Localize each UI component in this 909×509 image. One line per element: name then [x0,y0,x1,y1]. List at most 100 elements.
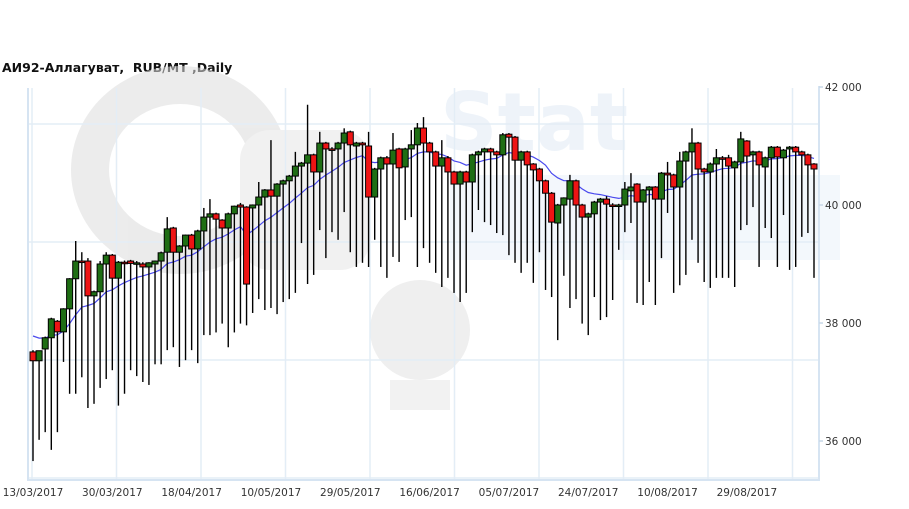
candle [47,317,55,450]
candle-body-up [377,157,385,170]
candle-body-up [304,154,312,164]
candle-body-up [114,261,122,279]
candle [169,226,177,348]
candle [560,197,568,276]
candle [572,179,580,300]
candle-body-up [371,168,379,198]
candle [243,206,251,326]
candle-body-down [212,213,220,220]
candle-body-down [578,204,586,218]
y-tick-label: 38 000 [825,318,862,330]
candle [615,203,623,250]
candle-body-up [712,157,720,165]
candle [41,336,49,433]
candle-body-down [322,142,330,150]
candle-body-up [230,205,238,215]
candle [676,151,684,286]
candle [468,153,476,233]
candle-body-down [218,219,226,229]
candle [505,133,513,256]
candle-body-up [615,204,623,207]
candle [694,141,702,263]
candle [297,161,305,244]
candle [322,141,330,259]
candle [60,308,68,362]
candle-body-down [725,157,733,167]
candle [72,240,80,394]
candle [523,150,531,263]
x-tick-label: 29/08/2017 [717,487,778,499]
candle-body-down [121,261,129,265]
candle-body-down [432,151,440,167]
candles-layer [29,104,818,462]
candle [798,150,806,237]
candle-body-up [688,142,696,153]
y-axis-labels: 42 000 40 000 38 000 36 000 [819,82,862,448]
candle-body-up [66,278,74,310]
candle-body-down [810,163,818,170]
candle [657,171,665,259]
candle [90,290,98,404]
candle-body-down [609,204,617,207]
candle [542,179,550,290]
candle [413,122,421,267]
candle-body-down [487,148,495,153]
candle-body-up [47,318,55,339]
candle-body-up [706,163,714,173]
candle [29,350,37,462]
candle-body-down [664,172,672,176]
candle [328,147,336,233]
candle [53,320,61,433]
candle [420,117,427,249]
candle [108,253,116,371]
candle-body-up [194,230,202,250]
candle-body-down [450,171,458,185]
candle-body-down [139,263,147,268]
candle-body-up [151,260,159,265]
x-tick-label: 13/03/2017 [3,487,64,499]
candle [230,205,238,333]
candle-body-down [670,174,678,188]
candle-body-up [145,262,153,268]
candle-body-down [188,234,196,250]
candle-body-up [590,201,598,215]
candle-body-up [481,148,489,153]
candle-body-up [102,254,110,265]
candle [712,148,720,278]
candle [255,181,263,300]
candle-body-up [255,196,263,206]
x-tick-label: 24/07/2017 [558,487,619,499]
candle-body-up [517,151,525,161]
axes [27,86,820,481]
candle-body-down [243,206,251,285]
candle [761,156,769,229]
candle-body-down [535,168,543,182]
candle-body-up [499,134,507,156]
candle [664,161,672,213]
candle-body-up [96,263,104,293]
candle-body-down [718,157,726,160]
x-tick-label: 10/05/2017 [241,487,302,499]
candle-body-down [523,151,531,166]
candle [590,200,598,298]
candle-body-down [127,260,135,264]
candle [639,189,647,306]
candle [279,179,287,303]
candle-body-up [334,142,342,150]
candle-body-up [657,172,665,200]
candle-body-up [90,291,98,297]
candle-body-down [572,180,580,206]
candle [731,160,739,288]
candle-body-up [340,132,348,144]
candle-body-down [169,227,177,253]
candle-body-down [420,127,427,144]
candle-body-down [236,204,244,208]
candle-body-down [395,148,403,169]
candle-body-up [456,171,464,185]
candle-body-up [560,197,568,206]
candle [371,167,379,240]
candle [316,131,324,231]
candle-body-down [365,145,373,198]
candle-body-up [279,180,287,185]
candle [578,203,586,324]
